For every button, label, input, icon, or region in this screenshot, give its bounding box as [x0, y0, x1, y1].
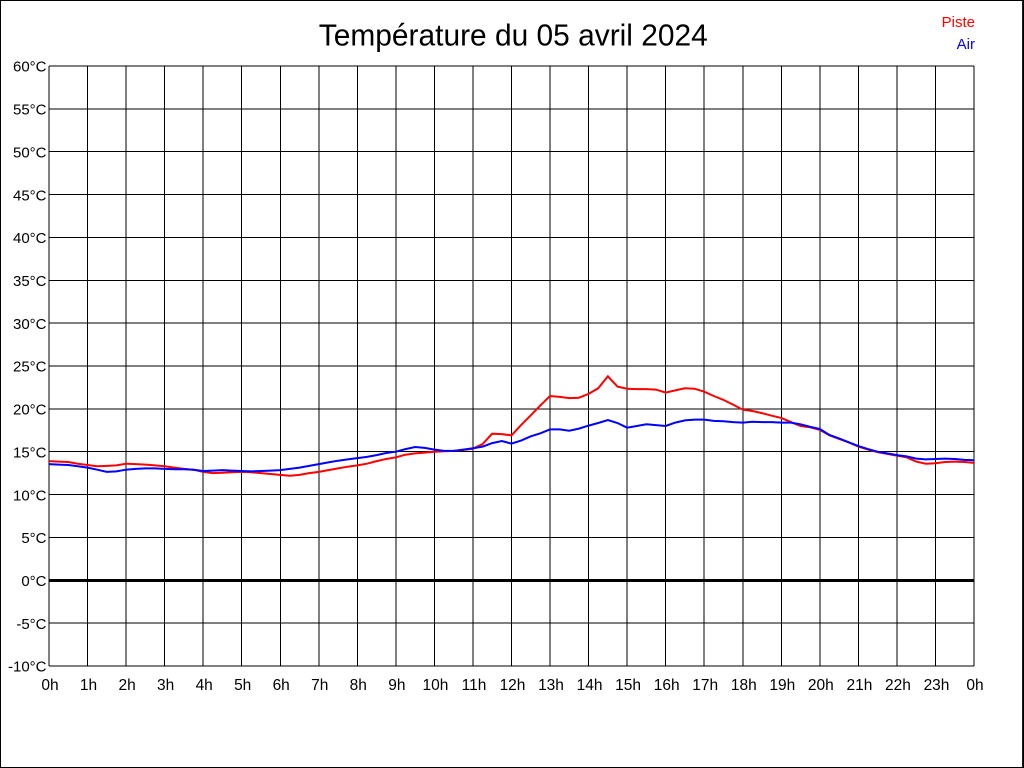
svg-text:11h: 11h — [462, 677, 487, 694]
svg-text:55°C: 55°C — [13, 102, 47, 119]
svg-text:0°C: 0°C — [21, 573, 46, 590]
svg-text:-5°C: -5°C — [16, 616, 46, 633]
svg-text:0h: 0h — [966, 677, 983, 694]
svg-text:10h: 10h — [422, 677, 448, 694]
svg-text:Température du 05 avril 2024: Température du 05 avril 2024 — [319, 18, 708, 53]
svg-text:9h: 9h — [388, 677, 405, 694]
svg-text:35°C: 35°C — [13, 273, 47, 290]
svg-text:15h: 15h — [615, 677, 641, 694]
svg-text:30°C: 30°C — [13, 316, 47, 333]
svg-text:5h: 5h — [234, 677, 251, 694]
svg-text:7h: 7h — [311, 677, 328, 694]
svg-text:14h: 14h — [577, 677, 603, 694]
svg-text:23h: 23h — [924, 677, 950, 694]
svg-text:50°C: 50°C — [13, 144, 47, 161]
svg-text:Air: Air — [957, 36, 975, 53]
svg-text:3h: 3h — [157, 677, 174, 694]
svg-text:16h: 16h — [654, 677, 680, 694]
svg-text:18h: 18h — [731, 677, 757, 694]
svg-text:2h: 2h — [118, 677, 135, 694]
svg-text:60°C: 60°C — [13, 59, 47, 76]
svg-text:8h: 8h — [350, 677, 367, 694]
svg-text:25°C: 25°C — [13, 359, 47, 376]
svg-text:12h: 12h — [500, 677, 526, 694]
svg-text:6h: 6h — [273, 677, 290, 694]
svg-text:5°C: 5°C — [21, 530, 46, 547]
svg-text:0h: 0h — [41, 677, 58, 694]
svg-text:15°C: 15°C — [13, 444, 47, 461]
svg-text:20°C: 20°C — [13, 402, 47, 419]
svg-text:45°C: 45°C — [13, 187, 47, 204]
svg-text:20h: 20h — [808, 677, 834, 694]
svg-text:40°C: 40°C — [13, 230, 47, 247]
svg-text:Piste: Piste — [942, 14, 975, 31]
svg-text:19h: 19h — [769, 677, 795, 694]
svg-text:22h: 22h — [885, 677, 911, 694]
svg-text:13h: 13h — [538, 677, 564, 694]
svg-text:1h: 1h — [80, 677, 97, 694]
svg-text:21h: 21h — [846, 677, 872, 694]
svg-text:10°C: 10°C — [13, 487, 47, 504]
svg-text:4h: 4h — [196, 677, 213, 694]
svg-text:17h: 17h — [692, 677, 718, 694]
svg-text:-10°C: -10°C — [8, 659, 47, 676]
